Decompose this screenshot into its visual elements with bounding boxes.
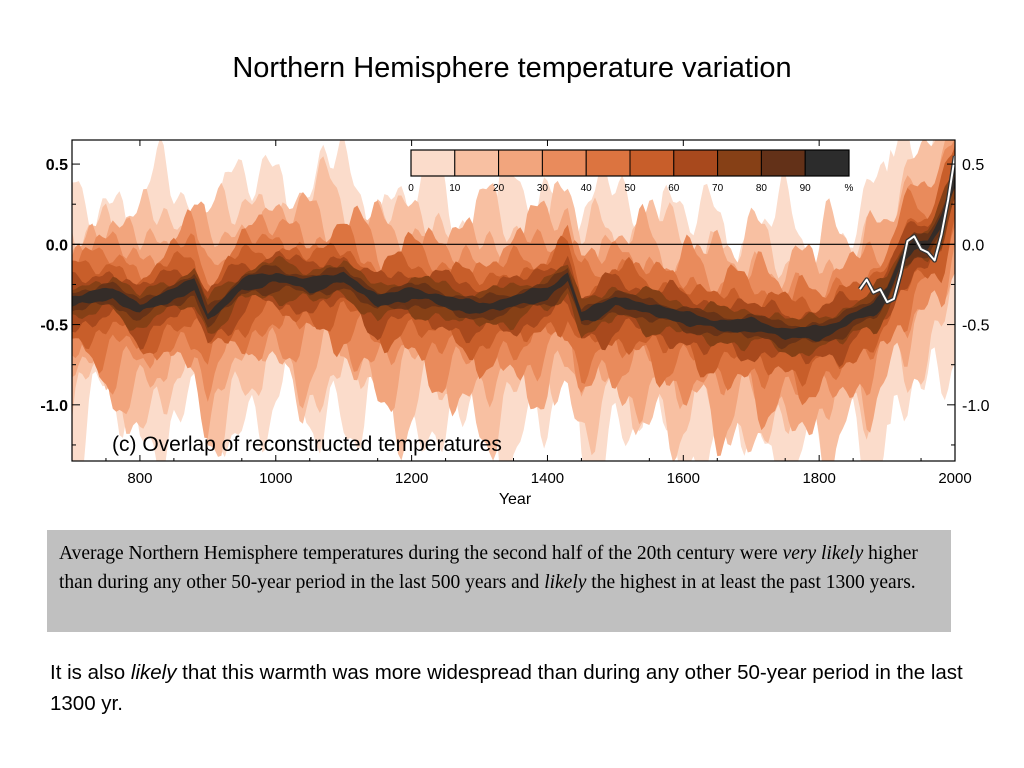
x-tick-label-1800: 1800 xyxy=(802,470,835,487)
colorbar-unit: % xyxy=(845,183,854,194)
overlap-band-70 xyxy=(72,165,955,358)
colorbar-label-10: 10 xyxy=(449,183,461,194)
colorbar-swatch-20 xyxy=(498,149,543,177)
y-tick-label-left-1: 0.0 xyxy=(46,237,68,254)
note-text-1: It is also xyxy=(50,661,131,684)
warmth-note: It is also likely that this warmth was m… xyxy=(50,657,970,719)
y-tick-label-left-3: -1.0 xyxy=(40,398,68,415)
x-tick-label-800: 800 xyxy=(127,470,152,487)
x-tick-label-1600: 1600 xyxy=(667,470,700,487)
overlap-bands xyxy=(72,140,955,461)
callout-text-2: higher than during any other 50-year per… xyxy=(59,543,918,593)
colorbar-label-30: 30 xyxy=(537,183,549,194)
callout-emphasis-2: likely xyxy=(544,572,587,593)
instrumental-series xyxy=(858,155,955,305)
callout-text-3: the highest in at least the past 1300 ye… xyxy=(586,572,916,593)
colorbar-swatch-80 xyxy=(760,149,806,177)
colorbar-label-0: 0 xyxy=(408,183,414,194)
callout-emphasis-1: very likely xyxy=(782,543,864,564)
colorbar-label-90: 90 xyxy=(800,183,812,194)
colorbar-label-40: 40 xyxy=(581,183,593,194)
colorbar-swatch-40 xyxy=(585,149,631,177)
panel-label: (c) Overlap of reconstructed temperature… xyxy=(112,433,502,456)
summary-callout: Average Northern Hemisphere temperatures… xyxy=(47,530,951,632)
note-emphasis: likely xyxy=(130,661,177,684)
y-tick-label-right-3: -1.0 xyxy=(962,398,990,415)
colorbar-swatch-0 xyxy=(410,149,456,177)
callout-text-1: Average Northern Hemisphere temperatures… xyxy=(59,543,783,564)
x-axis-label: Year xyxy=(499,491,532,508)
colorbar-label-50: 50 xyxy=(624,183,636,194)
y-tick-label-right-2: -0.5 xyxy=(962,318,990,335)
colorbar-label-60: 60 xyxy=(668,183,680,194)
note-text-2: that this warmth was more widespread tha… xyxy=(50,661,963,715)
colorbar-swatch-60 xyxy=(673,149,719,177)
colorbar-swatch-30 xyxy=(541,149,587,177)
colorbar-label-20: 20 xyxy=(493,183,505,194)
y-tick-label-right-1: 0.0 xyxy=(962,237,984,254)
x-tick-label-1400: 1400 xyxy=(531,470,564,487)
x-tick-label-2000: 2000 xyxy=(938,470,971,487)
colorbar: 0 10 20 30 40 50 60 70 80 90% xyxy=(408,149,854,194)
colorbar-swatch-50 xyxy=(629,149,675,177)
colorbar-swatch-90 xyxy=(804,149,850,177)
colorbar-swatch-10 xyxy=(454,149,500,177)
x-tick-label-1000: 1000 xyxy=(259,470,292,487)
y-tick-label-left-2: -0.5 xyxy=(40,318,68,335)
colorbar-label-80: 80 xyxy=(756,183,768,194)
y-tick-label-right-0: 0.5 xyxy=(962,157,984,174)
y-tick-label-left-0: 0.5 xyxy=(46,157,68,174)
slide-title: Northern Hemisphere temperature variatio… xyxy=(232,52,792,84)
colorbar-frame xyxy=(410,149,850,177)
x-tick-label-1200: 1200 xyxy=(395,470,428,487)
colorbar-swatch-70 xyxy=(717,149,762,177)
instrumental-line xyxy=(859,155,955,304)
colorbar-label-70: 70 xyxy=(712,183,724,194)
